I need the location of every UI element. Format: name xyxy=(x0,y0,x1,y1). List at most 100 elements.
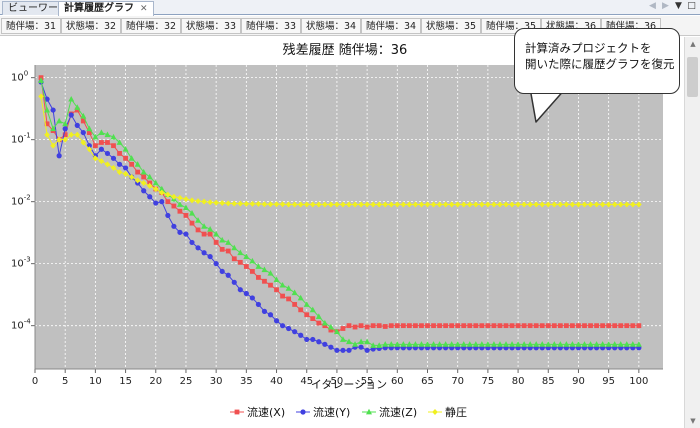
data-point xyxy=(201,250,207,256)
data-point xyxy=(231,256,237,262)
data-point xyxy=(346,201,352,208)
data-point xyxy=(44,96,50,102)
data-point xyxy=(267,312,274,318)
y-tick-label: 10-3 xyxy=(11,256,31,270)
data-point xyxy=(581,201,588,208)
data-point xyxy=(569,201,576,208)
data-point xyxy=(425,323,430,329)
data-point xyxy=(261,266,268,273)
data-point xyxy=(304,312,310,318)
subtab-adjoint-34[interactable]: 随伴場：34 xyxy=(361,18,422,34)
subtab-adjoint-33[interactable]: 随伴場：33 xyxy=(241,18,302,34)
data-point xyxy=(424,201,431,208)
data-point xyxy=(98,158,105,165)
data-point xyxy=(80,118,86,124)
data-point xyxy=(533,323,539,329)
tab-viewer[interactable]: ビューワー xyxy=(2,1,64,15)
data-point xyxy=(617,201,624,208)
subtab-state-33[interactable]: 状態場：33 xyxy=(181,18,242,34)
data-point xyxy=(262,278,267,284)
data-point xyxy=(394,323,400,329)
window-controls: ◀ ▶ ▼ □ xyxy=(646,1,698,14)
data-point xyxy=(491,323,497,329)
data-point xyxy=(539,201,546,208)
legend-item-1[interactable]: 流速(X) xyxy=(230,405,285,419)
data-point xyxy=(333,328,340,335)
data-point xyxy=(111,143,116,149)
data-point xyxy=(340,201,346,208)
data-point xyxy=(515,341,522,347)
subtab-state-35[interactable]: 状態場：35 xyxy=(421,18,482,34)
data-point xyxy=(388,201,395,208)
data-point xyxy=(255,263,262,269)
data-point xyxy=(587,201,594,208)
data-point xyxy=(92,155,99,162)
legend-item-2[interactable]: 流速(Y) xyxy=(296,405,350,419)
tab-history-graph[interactable]: 計算履歴グラフ ✕ xyxy=(58,1,154,16)
data-point xyxy=(219,268,225,275)
data-point xyxy=(110,155,117,161)
data-point xyxy=(268,282,273,288)
legend-item-4[interactable]: 静圧 xyxy=(428,405,467,419)
view-menu-icon[interactable]: ▼ xyxy=(675,1,682,11)
data-point xyxy=(297,294,304,301)
scroll-thumb[interactable] xyxy=(687,57,698,97)
series-1 xyxy=(38,75,642,335)
subtab-adjoint-31[interactable]: 随伴場：31 xyxy=(1,18,62,34)
close-icon[interactable]: ✕ xyxy=(140,4,148,14)
data-point xyxy=(165,212,171,219)
maximize-icon[interactable]: □ xyxy=(687,1,696,11)
data-point xyxy=(237,259,243,265)
data-point xyxy=(551,201,558,208)
tab-bar: ビューワー 計算履歴グラフ ✕ ◀ ▶ ▼ □ xyxy=(0,0,700,16)
data-point xyxy=(400,341,407,347)
data-point xyxy=(231,244,238,251)
data-point xyxy=(128,173,135,180)
subtab-state-34[interactable]: 状態場：34 xyxy=(301,18,362,34)
data-point xyxy=(44,131,50,138)
data-point xyxy=(599,341,606,347)
data-point xyxy=(497,201,503,208)
data-point xyxy=(545,341,552,347)
data-point xyxy=(50,107,56,113)
data-point xyxy=(576,323,581,329)
data-point xyxy=(551,341,558,347)
data-point xyxy=(68,112,74,118)
data-point xyxy=(593,201,600,208)
data-point xyxy=(467,323,473,329)
scroll-down-icon[interactable]: ▼ xyxy=(690,417,696,425)
data-point xyxy=(213,199,219,206)
data-point xyxy=(86,146,93,153)
data-point xyxy=(56,117,63,124)
data-point xyxy=(74,131,81,138)
data-point xyxy=(213,230,220,237)
data-point xyxy=(545,201,552,208)
data-point xyxy=(303,301,310,307)
vertical-scrollbar[interactable]: ▲ ▼ xyxy=(684,37,700,428)
back-arrow-icon[interactable]: ◀ xyxy=(649,1,656,11)
data-point xyxy=(612,323,618,329)
subtab-state-32[interactable]: 状態場：32 xyxy=(61,18,122,34)
data-point xyxy=(400,323,406,329)
data-point xyxy=(340,347,346,353)
data-point xyxy=(454,201,461,208)
data-point xyxy=(418,341,425,347)
y-tick-label: 10-4 xyxy=(11,318,31,332)
residual-history-chart: 残差履歴 随伴場：36 100 10-1 10-2 10-3 10-4 0 5 10 15 20… xyxy=(11,43,663,419)
data-point xyxy=(460,201,467,208)
data-point xyxy=(490,341,497,347)
data-point xyxy=(346,347,352,353)
scroll-up-icon[interactable]: ▲ xyxy=(690,40,696,48)
data-point xyxy=(141,174,147,180)
data-point xyxy=(158,185,165,192)
data-point xyxy=(623,201,630,208)
subtab-adjoint-32[interactable]: 随伴場：32 xyxy=(121,18,182,34)
forward-arrow-icon[interactable]: ▶ xyxy=(662,1,669,11)
legend-item-3[interactable]: 流速(Z) xyxy=(362,405,417,419)
data-point xyxy=(382,324,388,329)
data-point xyxy=(442,201,449,208)
y-axis-ticks: 100 10-1 10-2 10-3 10-4 xyxy=(11,65,36,369)
data-point xyxy=(195,245,201,251)
data-point xyxy=(183,231,189,237)
x-tick-label: 35 xyxy=(240,376,253,387)
